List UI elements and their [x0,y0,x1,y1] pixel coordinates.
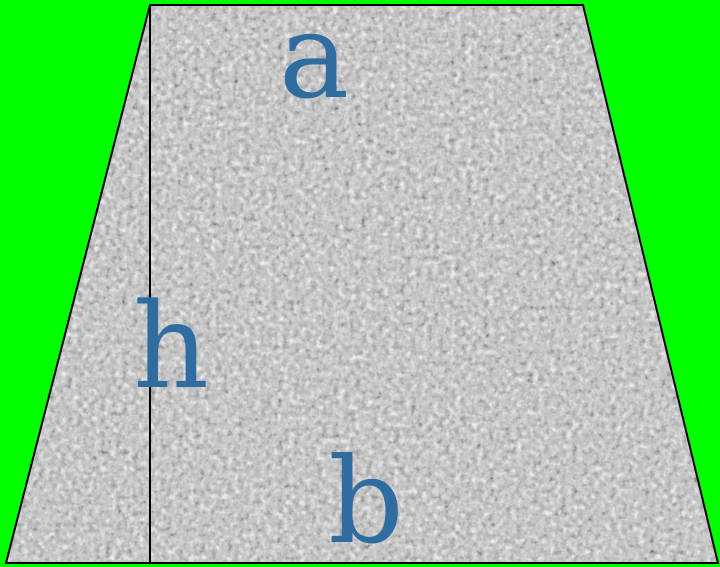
trapezoid-outline [4,4,720,564]
label-b: b [328,432,404,567]
label-a: a [279,0,349,125]
label-h: h [133,277,209,415]
